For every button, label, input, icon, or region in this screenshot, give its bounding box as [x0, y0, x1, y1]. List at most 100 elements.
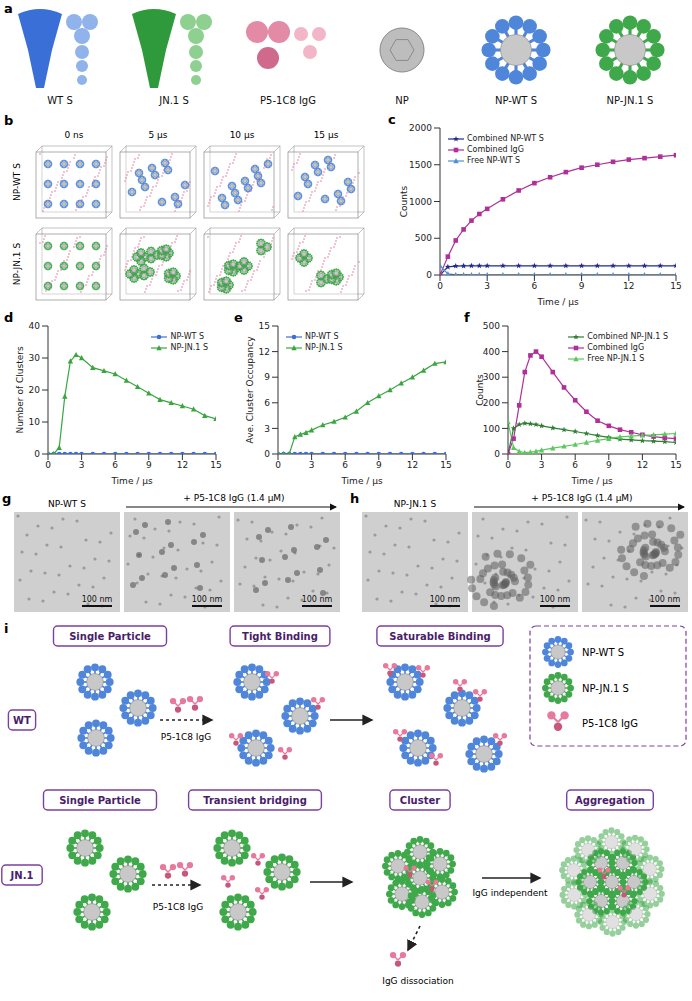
svg-text:0: 0 [494, 449, 500, 459]
svg-text:0: 0 [437, 281, 443, 291]
html-text:Combined NP-WT S: Combined NP-WT S [467, 134, 544, 143]
svg-text:Aggregation: Aggregation [575, 795, 645, 806]
svg-text:NP-WT S: NP-WT S [12, 163, 22, 201]
svg-text:h: h [350, 491, 359, 506]
svg-text:6: 6 [264, 398, 270, 408]
svg-text:0 ns: 0 ns [65, 130, 84, 140]
svg-text:Time / μs: Time / μs [340, 476, 383, 486]
svg-text:Single Particle: Single Particle [69, 631, 151, 642]
svg-text:3: 3 [539, 460, 545, 470]
svg-text:6: 6 [532, 281, 538, 291]
svg-text:Transient bridging: Transient bridging [203, 795, 307, 806]
svg-text:0: 0 [275, 460, 281, 470]
svg-text:200: 200 [483, 398, 500, 408]
svg-text:100 nm: 100 nm [82, 595, 113, 604]
svg-text:100 nm: 100 nm [540, 595, 571, 604]
svg-text:9: 9 [376, 460, 382, 470]
svg-text:+ P5-1C8 IgG (1.4 μM): + P5-1C8 IgG (1.4 μM) [531, 493, 632, 503]
svg-text:P5-1C8 IgG: P5-1C8 IgG [582, 718, 638, 729]
svg-text:NP: NP [395, 95, 409, 106]
svg-text:100 nm: 100 nm [650, 595, 681, 604]
svg-text:a: a [4, 1, 13, 16]
svg-text:P5-1C8 IgG: P5-1C8 IgG [161, 732, 211, 742]
svg-text:g: g [2, 491, 11, 506]
svg-text:20: 20 [29, 385, 41, 395]
svg-text:Time / μs: Time / μs [570, 476, 613, 486]
svg-text:NP-WT S: NP-WT S [582, 647, 624, 658]
svg-text:3: 3 [79, 460, 85, 470]
svg-text:NP-JN.1 S: NP-JN.1 S [607, 95, 654, 106]
svg-text:400: 400 [483, 347, 500, 357]
svg-text:15 μs: 15 μs [314, 130, 339, 140]
svg-text:3: 3 [484, 281, 490, 291]
html-text:d: d [4, 310, 14, 325]
html-text:Combined IgG: Combined IgG [467, 145, 524, 154]
svg-text:Saturable Binding: Saturable Binding [389, 631, 490, 642]
svg-text:NP-JN.1 S: NP-JN.1 S [12, 243, 22, 286]
svg-text:Time / μs: Time / μs [536, 297, 579, 307]
svg-text:0: 0 [45, 460, 51, 470]
svg-text:Single Particle: Single Particle [59, 795, 141, 806]
svg-text:15: 15 [259, 321, 270, 331]
svg-text:10: 10 [29, 417, 41, 427]
svg-text:100 nm: 100 nm [430, 595, 461, 604]
svg-text:Ave. Cluster Occupancy: Ave. Cluster Occupancy [245, 336, 255, 444]
svg-text:JN.1 S: JN.1 S [158, 95, 189, 106]
svg-text:IgG dissociation: IgG dissociation [382, 976, 454, 986]
svg-text:2000: 2000 [409, 123, 432, 133]
svg-text:15: 15 [210, 460, 221, 470]
svg-text:6: 6 [342, 460, 348, 470]
svg-text:NP-WT S: NP-WT S [48, 499, 86, 509]
svg-text:9: 9 [264, 372, 270, 382]
svg-text:100: 100 [483, 424, 500, 434]
svg-text:500: 500 [415, 233, 432, 243]
svg-text:P5-1C8 IgG: P5-1C8 IgG [260, 95, 316, 106]
svg-text:+ P5-1C8 IgG (1.4 μM): + P5-1C8 IgG (1.4 μM) [183, 493, 284, 503]
svg-text:NP-JN.1 S: NP-JN.1 S [394, 499, 437, 509]
svg-text:0: 0 [426, 270, 432, 280]
svg-text:0: 0 [34, 449, 40, 459]
svg-text:Time / μs: Time / μs [110, 476, 153, 486]
svg-text:12: 12 [407, 460, 418, 470]
svg-text:9: 9 [606, 460, 612, 470]
svg-text:1500: 1500 [409, 160, 432, 170]
svg-text:10 μs: 10 μs [230, 130, 255, 140]
svg-text:15: 15 [440, 460, 451, 470]
svg-text:9: 9 [579, 281, 585, 291]
svg-text:0: 0 [505, 460, 511, 470]
svg-text:JN.1: JN.1 [10, 870, 34, 881]
svg-text:12: 12 [177, 460, 188, 470]
svg-text:NP-JN.1 S: NP-JN.1 S [582, 683, 629, 694]
svg-text:b: b [4, 113, 13, 128]
svg-text:i: i [4, 621, 8, 636]
svg-text:30: 30 [29, 353, 41, 363]
svg-text:Counts: Counts [399, 185, 409, 217]
svg-text:9: 9 [146, 460, 152, 470]
svg-text:300: 300 [483, 372, 500, 382]
svg-text:3: 3 [264, 424, 270, 434]
svg-text:1000: 1000 [409, 197, 432, 207]
svg-text:12: 12 [259, 347, 270, 357]
svg-text:15: 15 [670, 460, 681, 470]
svg-text:Counts: Counts [475, 374, 485, 406]
svg-text:100 nm: 100 nm [192, 595, 223, 604]
svg-text:500: 500 [483, 321, 500, 331]
svg-text:12: 12 [637, 460, 648, 470]
svg-text:3: 3 [309, 460, 315, 470]
svg-text:IgG independent: IgG independent [472, 888, 548, 898]
svg-text:5 μs: 5 μs [148, 130, 167, 140]
svg-text:Cluster: Cluster [400, 795, 440, 806]
svg-text:P5-1C8 IgG: P5-1C8 IgG [153, 902, 203, 912]
svg-text:WT: WT [13, 715, 31, 726]
svg-text:WT S: WT S [47, 95, 73, 106]
svg-text:40: 40 [29, 321, 41, 331]
svg-text:6: 6 [572, 460, 578, 470]
svg-text:6: 6 [112, 460, 118, 470]
svg-text:0: 0 [264, 449, 270, 459]
svg-text:12: 12 [623, 281, 634, 291]
svg-text:15: 15 [670, 281, 681, 291]
svg-text:Tight Binding: Tight Binding [242, 631, 318, 642]
svg-text:100 nm: 100 nm [302, 595, 333, 604]
svg-text:NP-WT S: NP-WT S [495, 95, 537, 106]
svg-text:Number of Clusters: Number of Clusters [15, 346, 25, 433]
